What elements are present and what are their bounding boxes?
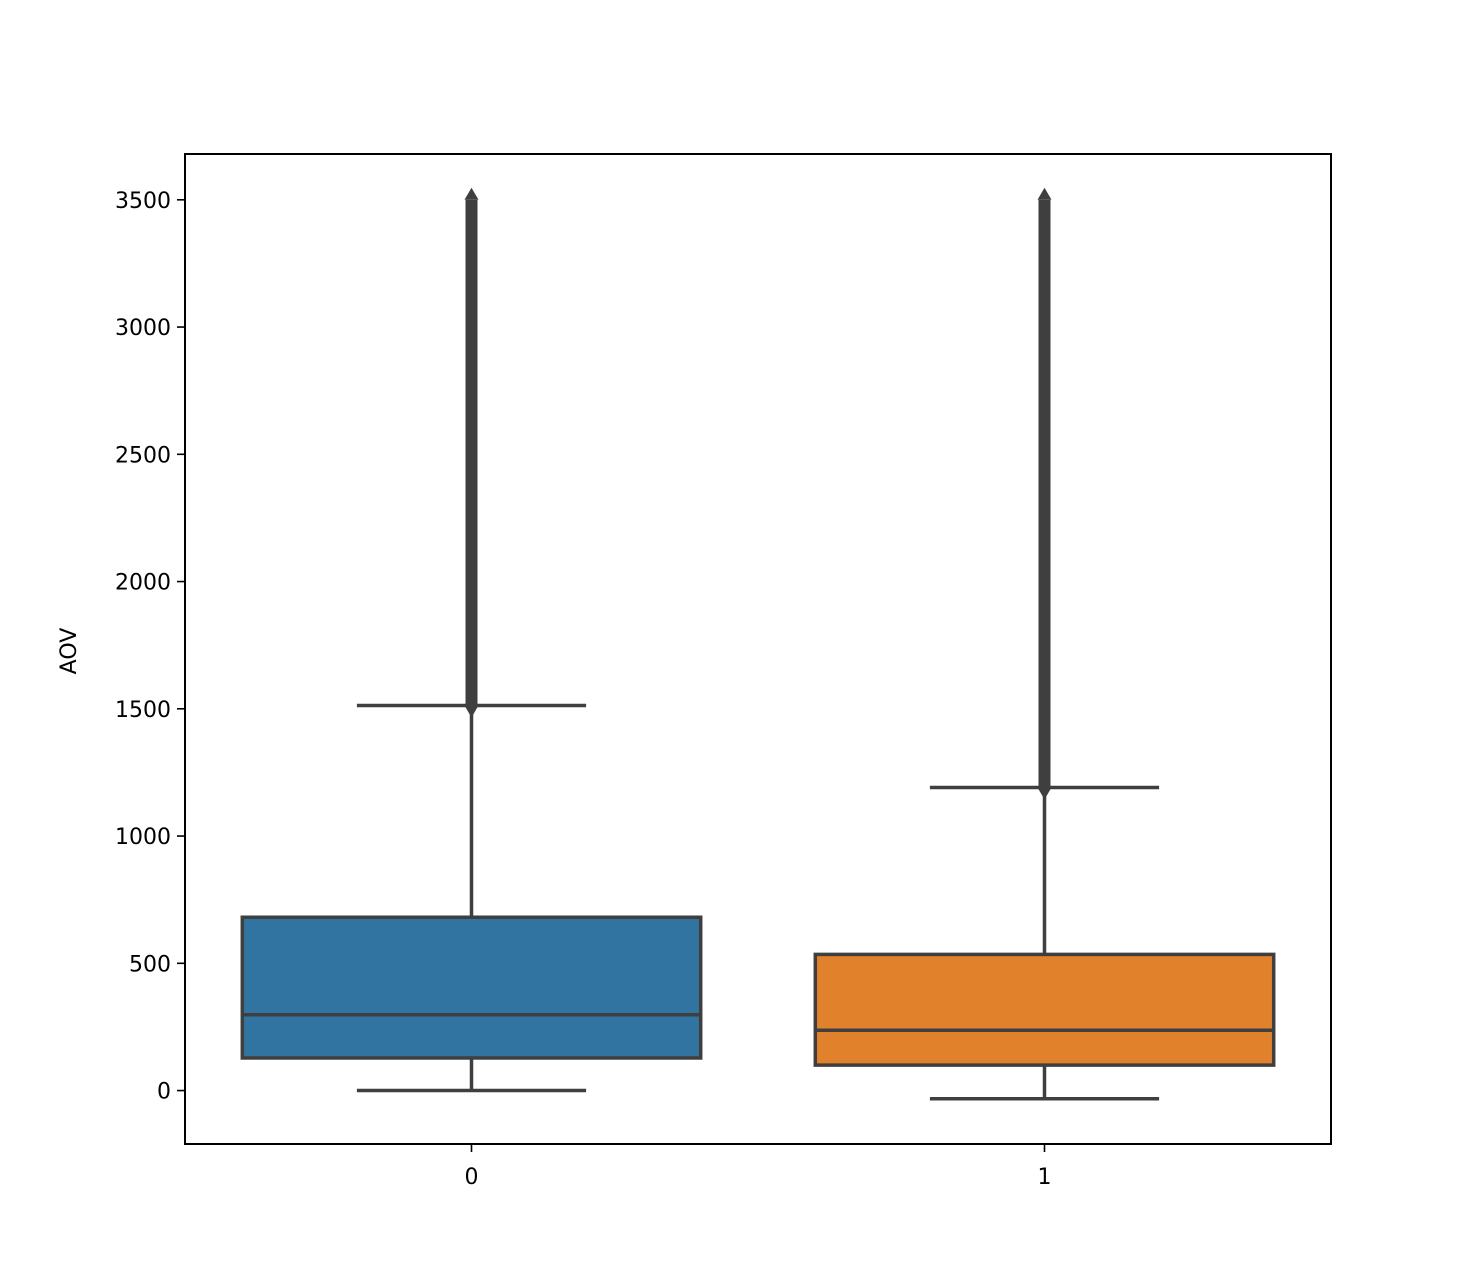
outlier-marker-top [464, 187, 479, 200]
x-tick-label: 0 [465, 1165, 479, 1190]
iqr-box [240, 915, 703, 1060]
boxes-layer [240, 187, 1276, 1101]
iqr-box [813, 952, 1276, 1067]
y-tick-label: 0 [157, 1080, 171, 1105]
x-tick-label: 1 [1038, 1165, 1052, 1190]
outlier-marker-bottom [464, 705, 479, 718]
box-group-0 [240, 187, 703, 1093]
plot-frame [184, 153, 1332, 1145]
y-tick-label: 2500 [115, 443, 171, 468]
outlier-marker-bottom [1037, 787, 1052, 800]
y-axis-ticks: 0 500 1000 1500 2000 2500 3000 3500 [115, 189, 185, 1105]
y-tick-label: 3000 [115, 316, 171, 341]
y-tick-label: 1500 [115, 698, 171, 723]
y-tick-label: 2000 [115, 571, 171, 596]
outlier-band [465, 199, 478, 706]
y-tick-label: 1000 [115, 825, 171, 850]
y-tick-label: 500 [129, 952, 171, 977]
y-axis-label: AOV [57, 628, 82, 675]
outlier-marker-top [1037, 187, 1052, 200]
box-group-1 [813, 187, 1276, 1101]
y-tick-label: 3500 [115, 189, 171, 214]
outlier-band [1038, 199, 1051, 788]
